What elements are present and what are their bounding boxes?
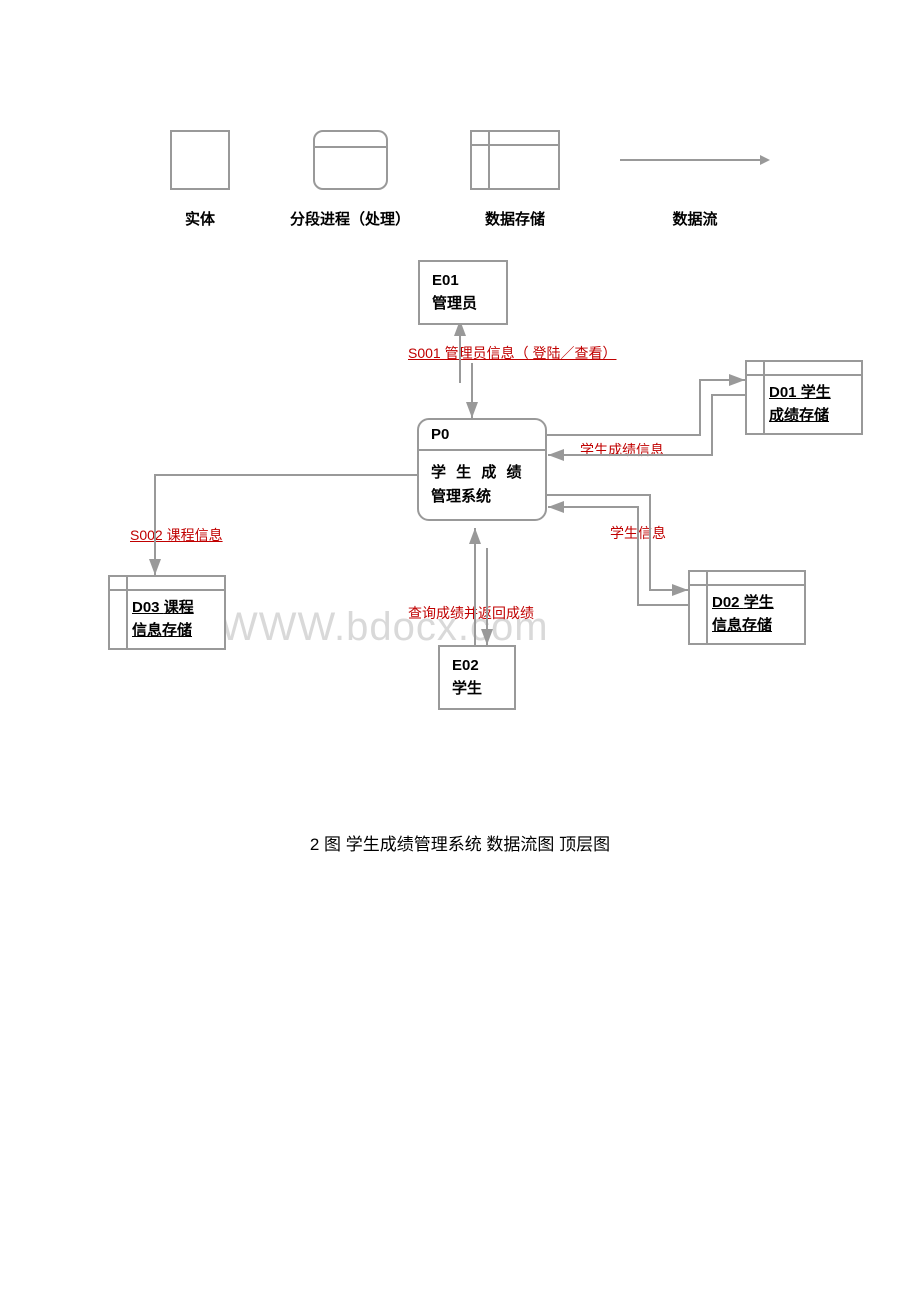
flow-grade-info: 学生成绩信息: [580, 440, 664, 460]
legend-store-label: 数据存储: [485, 208, 545, 229]
entity-e01-name: 管理员: [432, 293, 494, 316]
store-d01-body: D01 学生成绩存储: [747, 376, 861, 433]
entity-e01-id: E01: [432, 270, 494, 293]
legend-process-label: 分段进程（处理）: [290, 208, 410, 229]
legend-entity-label: 实体: [185, 208, 215, 229]
legend-store-shape: [470, 130, 560, 190]
store-d01-id: D01: [769, 384, 797, 401]
store-d02-name: 学生: [744, 594, 774, 611]
process-p0-line1: 学 生 成 绩: [431, 461, 533, 485]
entity-e02-id: E02: [452, 655, 502, 678]
store-d03-name2: 信息存储: [132, 622, 192, 639]
entity-e02: E02 学生: [438, 645, 516, 710]
store-d02-name2: 信息存储: [712, 617, 772, 634]
figure-caption: 2 图 学生成绩管理系统 数据流图 顶层图: [0, 830, 920, 855]
flow-s001: S001 管理员信息（ 登陆／查看）: [408, 343, 616, 363]
store-d02: D02 学生信息存储: [688, 570, 806, 645]
flow-student-info: 学生信息: [610, 523, 666, 543]
store-d01-name2: 成绩存储: [769, 407, 829, 424]
legend-flow-shape: [620, 130, 770, 190]
store-d03-body: D03 课程信息存储: [110, 591, 224, 648]
store-d02-body: D02 学生信息存储: [690, 586, 804, 643]
entity-e01: E01 管理员: [418, 260, 508, 325]
diagram-area: E01 管理员 P0 学 生 成 绩 管理系统 E02 学生 D01 学生成绩存…: [0, 255, 920, 775]
legend-entity-shape: [170, 130, 230, 190]
legend: 实体 分段进程（处理） 数据存储 数据流: [170, 130, 770, 229]
process-p0-line2: 管理系统: [431, 485, 533, 509]
legend-store-item: 数据存储: [470, 130, 560, 229]
legend-process-item: 分段进程（处理）: [290, 130, 410, 229]
flow-s002: S002 课程信息: [130, 525, 223, 545]
entity-e02-name: 学生: [452, 678, 502, 701]
process-p0-body: 学 生 成 绩 管理系统: [419, 451, 545, 519]
process-p0: P0 学 生 成 绩 管理系统: [417, 418, 547, 521]
legend-entity-item: 实体: [170, 130, 230, 229]
store-d02-id: D02: [712, 594, 740, 611]
store-d03-id: D03: [132, 599, 160, 616]
legend-flow-item: 数据流: [620, 130, 770, 229]
legend-process-shape: [313, 130, 388, 190]
store-d03-name: 课程: [164, 599, 194, 616]
process-p0-id: P0: [419, 420, 545, 451]
store-d03: D03 课程信息存储: [108, 575, 226, 650]
flow-query-return: 查询成绩并返回成绩: [408, 603, 534, 623]
legend-flow-label: 数据流: [673, 208, 718, 229]
store-d01: D01 学生成绩存储: [745, 360, 863, 435]
store-d01-name: 学生: [801, 384, 831, 401]
